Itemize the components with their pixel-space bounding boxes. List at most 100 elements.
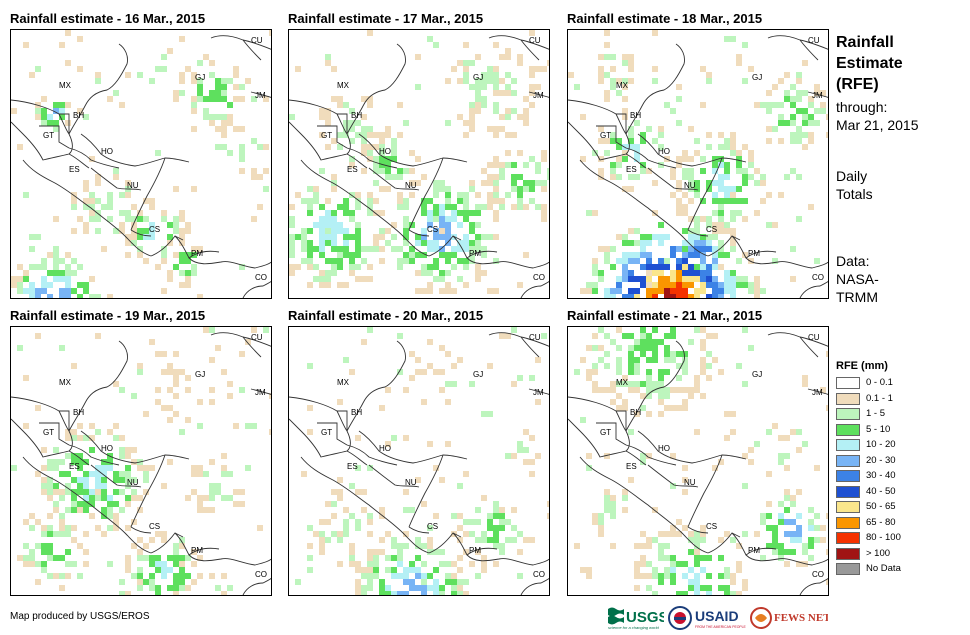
map-panel-mar16: Rainfall estimate - 16 Mar., 2015 CU MX GJ… — [10, 9, 272, 299]
legend-swatch — [836, 563, 860, 575]
daily-totals-note: Daily Totals — [836, 167, 956, 203]
country-label: JM — [255, 91, 266, 100]
country-label: PM — [748, 546, 760, 555]
legend-swatch — [836, 485, 860, 498]
country-label: CO — [533, 273, 545, 282]
country-label: GJ — [473, 73, 483, 82]
rainfall-map: CU MX GJ JM BH GT HO ES NU CS PM CO — [10, 326, 272, 596]
country-label: GJ — [195, 370, 205, 379]
usgs-logo: USGS science for a changing world — [608, 607, 664, 630]
legend-label: No Data — [866, 563, 901, 574]
country-label: GJ — [473, 370, 483, 379]
country-label: PM — [191, 249, 203, 258]
rainfall-layer — [295, 327, 549, 595]
data-source-note: Data: NASA- TRMM — [836, 252, 956, 306]
country-label: CS — [706, 522, 717, 531]
country-label: GT — [600, 131, 611, 140]
country-label: CO — [255, 273, 267, 282]
country-label: GJ — [195, 73, 205, 82]
legend-item: 40 - 50 — [836, 485, 896, 501]
legend-swatch — [836, 377, 860, 389]
country-label: MX — [59, 81, 72, 90]
country-label: CU — [808, 36, 820, 45]
country-label: CO — [812, 570, 824, 579]
country-label: PM — [469, 546, 481, 555]
country-label: PM — [469, 249, 481, 258]
country-label: CS — [706, 225, 717, 234]
legend-swatch — [836, 516, 860, 529]
country-label: PM — [748, 249, 760, 258]
country-label-layer: CU MX GJ JM BH GT HO ES NU CS PM CO — [43, 36, 267, 282]
country-label: HO — [658, 147, 670, 156]
through-date-value: Mar 21, 2015 — [836, 117, 919, 133]
legend-label: 20 - 30 — [866, 454, 896, 466]
country-label-layer: CU MX GJ JM BH GT HO ES NU CS PM CO — [321, 333, 545, 579]
legend-label: 5 - 10 — [866, 423, 891, 435]
fews-net-wordmark: FEWS NET — [774, 612, 828, 624]
data-line: NASA- — [836, 271, 879, 287]
panel-title: Rainfall estimate - 19 Mar., 2015 — [10, 308, 206, 323]
rainfall-map: CU MX GJ JM BH GT HO ES NU CS PM CO — [288, 29, 550, 299]
country-label: NU — [405, 181, 417, 190]
country-label: CU — [529, 36, 541, 45]
country-label: ES — [626, 462, 637, 471]
country-label: ES — [347, 462, 358, 471]
daily-line: Totals — [836, 186, 873, 202]
panel-title: Rainfall estimate - 17 Mar., 2015 — [288, 11, 484, 26]
country-label: HO — [101, 147, 113, 156]
legend-title: RFE (mm) — [836, 360, 888, 372]
product-title: Rainfall Estimate (RFE) — [836, 32, 956, 95]
data-line: TRMM — [836, 289, 878, 305]
country-label: ES — [69, 462, 80, 471]
country-label: HO — [379, 444, 391, 453]
country-label: NU — [684, 478, 696, 487]
coastline-layer — [568, 332, 828, 595]
legend-item: 0.1 - 1 — [836, 392, 893, 408]
through-label: through: — [836, 99, 888, 115]
legend-label: 50 - 65 — [866, 501, 896, 512]
country-label: MX — [59, 378, 72, 387]
legend-item: 10 - 20 — [836, 438, 896, 454]
country-label: PM — [191, 546, 203, 555]
coastline-layer — [289, 35, 549, 298]
credit-text: Map produced by USGS/EROS — [10, 611, 150, 622]
legend-swatch — [836, 547, 860, 560]
coastline-layer — [11, 35, 271, 298]
country-label: BH — [73, 408, 84, 417]
legend-swatch — [836, 501, 860, 513]
country-label: CU — [808, 333, 820, 342]
country-label: CO — [533, 570, 545, 579]
data-line: Data: — [836, 253, 870, 269]
country-label: MX — [616, 81, 629, 90]
legend-swatch — [836, 408, 860, 420]
map-panel-mar18: Rainfall estimate - 18 Mar., 2015 CU MX GJ… — [567, 9, 829, 299]
panel-title: Rainfall estimate - 20 Mar., 2015 — [288, 308, 484, 323]
country-label: ES — [347, 165, 358, 174]
legend-item: > 100 — [836, 547, 890, 563]
country-label: CO — [255, 570, 267, 579]
country-label: CS — [427, 522, 438, 531]
product-title-line: (RFE) — [836, 76, 879, 93]
legend-swatch — [836, 532, 860, 544]
legend-item: 1 - 5 — [836, 407, 888, 423]
legend-item: 0 - 0.1 — [836, 376, 893, 392]
legend-label: 40 - 50 — [866, 485, 896, 497]
country-label: ES — [626, 165, 637, 174]
rainfall-layer — [568, 30, 828, 298]
country-label: NU — [684, 181, 696, 190]
through-date: through: Mar 21, 2015 — [836, 98, 956, 134]
usaid-logo: USAID FROM THE AMERICAN PEOPLE — [695, 608, 747, 629]
country-label: JM — [255, 388, 266, 397]
country-label: GT — [43, 131, 54, 140]
fews-net-logo: FEWS NET — [750, 607, 828, 629]
map-canvas: CU MX GJ JM BH GT HO ES NU CS PM CO — [568, 30, 828, 298]
legend-item: No Data — [836, 562, 901, 578]
legend-swatch — [836, 392, 860, 405]
legend-item: 30 - 40 — [836, 469, 896, 485]
country-label: JM — [533, 388, 544, 397]
product-title-line: Estimate — [836, 55, 903, 72]
legend-swatch — [836, 454, 860, 467]
country-label: ES — [69, 165, 80, 174]
country-label: HO — [379, 147, 391, 156]
country-label-layer: CU MX GJ JM BH GT HO ES NU CS PM CO — [600, 36, 824, 282]
